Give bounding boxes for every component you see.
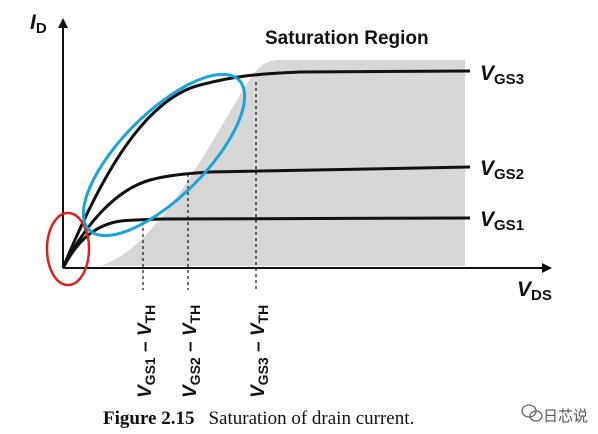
triode-highlight xyxy=(81,72,247,238)
curve-label-vgs3: VGS3 xyxy=(480,62,524,88)
curve-vgs3 xyxy=(61,69,471,269)
curve-label-vgs2: VGS2 xyxy=(480,157,524,183)
saturation-region xyxy=(100,60,465,266)
origin-highlight xyxy=(45,211,91,287)
curve-vgs2 xyxy=(61,165,471,269)
y-axis-label: ID xyxy=(30,11,47,37)
watermark: 日芯说 xyxy=(521,404,588,425)
curve-label-vgs1: VGS1 xyxy=(480,208,524,234)
tick-label-gs2: VGS2 – VTH xyxy=(180,305,203,398)
region-label: Saturation Region xyxy=(265,28,429,49)
wechat-icon xyxy=(521,404,543,422)
x-axis-label: VDS xyxy=(517,278,552,304)
curve-vgs1 xyxy=(61,216,471,269)
tick-label-gs1: VGS1 – VTH xyxy=(135,305,158,398)
tick-label-gs3: VGS3 – VTH xyxy=(248,305,271,398)
watermark-text: 日芯说 xyxy=(543,407,588,425)
figure-caption: Figure 2.15 Saturation of drain current. xyxy=(103,408,414,429)
